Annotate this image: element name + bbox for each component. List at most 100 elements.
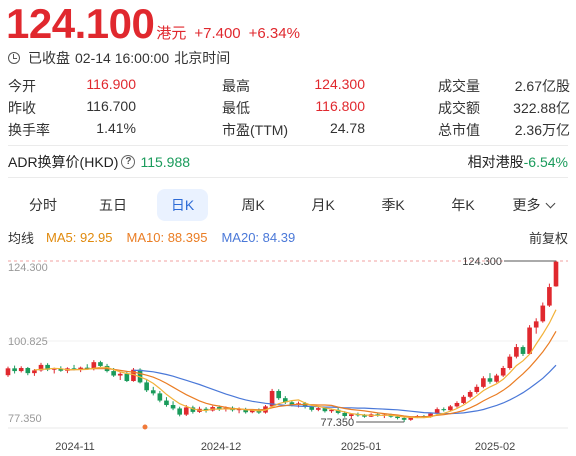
candle-body: [401, 418, 407, 420]
candle-body: [553, 261, 559, 287]
candle-body: [5, 368, 11, 376]
candle-body: [117, 373, 123, 376]
candle-body: [25, 367, 31, 374]
candle-body: [520, 347, 526, 354]
price-change: +7.400: [194, 25, 241, 42]
stat-label: 最低: [222, 100, 250, 116]
x-tick-label: 2024-11: [55, 441, 95, 453]
divider: [8, 145, 568, 146]
stat-label: 最高: [222, 78, 250, 94]
candle-body: [474, 386, 480, 392]
candle-body: [12, 368, 17, 372]
stat-label: 总市值: [438, 122, 480, 138]
tab-daily-k[interactable]: 日K: [156, 189, 209, 221]
adr-row: ADR换算价(HKD) ? 115.988 相对港股 -6.54%: [8, 152, 568, 172]
candle-body: [124, 373, 130, 382]
candle-body: [454, 402, 460, 407]
candle-body: [137, 369, 143, 383]
candle-body: [269, 390, 275, 407]
tab-five-day[interactable]: 五日: [98, 197, 127, 213]
adr-label: ADR换算价(HKD): [8, 154, 119, 170]
candle-body: [329, 409, 334, 412]
high-annotation: 124.300: [462, 256, 502, 268]
kline-chart[interactable]: 124.300 100.825 77.350 124.300 77.350 20…: [0, 250, 576, 456]
candle-body: [157, 393, 163, 401]
candle-body: [38, 364, 44, 371]
ma-legend: 均线 MA5: 92.95 MA10: 88.395 MA20: 84.39 前…: [8, 228, 568, 247]
price-change-pct: +6.34%: [248, 25, 300, 42]
relative-label: 相对港股: [467, 154, 524, 170]
tab-more[interactable]: 更多: [498, 189, 568, 221]
candle-body: [71, 368, 77, 370]
stat-value: 116.800: [315, 98, 365, 114]
status-datetime: 02-14 16:00:00: [75, 50, 170, 66]
y-tick-label: 100.825: [8, 336, 48, 348]
status-timezone: 北京时间: [174, 50, 231, 66]
tab-intraday[interactable]: 分时: [28, 197, 57, 213]
candle-body: [316, 408, 321, 410]
ma5-value: MA5: 92.95: [46, 230, 113, 245]
candle-body: [362, 415, 367, 417]
market-state: 已收盘: [28, 50, 70, 66]
candle-body: [170, 405, 176, 409]
tab-weekly-k[interactable]: 周K: [241, 197, 265, 213]
more-label: 更多: [512, 197, 541, 213]
quote-header: 124.100 港元 +7.400 +6.34%: [6, 2, 300, 46]
candle-body: [335, 409, 341, 413]
tab-monthly-k[interactable]: 月K: [311, 197, 335, 213]
candle-body: [500, 367, 506, 376]
candle-body: [203, 408, 209, 411]
candle-body: [507, 356, 513, 368]
candle-body: [18, 367, 24, 372]
candles-group: [5, 261, 559, 422]
candle-body: [190, 407, 196, 412]
candle-body: [150, 390, 156, 394]
candle-body: [395, 416, 400, 419]
candle-body: [342, 412, 348, 416]
stat-value: 24.78: [329, 120, 365, 136]
ma-title: 均线: [8, 231, 35, 246]
stat-label: 成交量: [438, 78, 480, 94]
relative-value: -6.54%: [523, 154, 568, 170]
period-tabs: 分时 五日 日K 周K 月K 季K 年K 更多: [8, 189, 568, 221]
ma10-value: MA10: 88.395: [126, 230, 208, 245]
candle-body: [45, 364, 50, 370]
stat-value: 322.88亿: [513, 100, 570, 116]
market-status: 已收盘 02-14 16:00:00 北京时间: [8, 48, 235, 68]
event-marker[interactable]: [142, 424, 148, 430]
y-tick-label: 77.350: [8, 413, 42, 425]
ma20-value: MA20: 84.39: [221, 230, 296, 245]
candle-body: [461, 396, 466, 403]
ma20-line: [133, 364, 557, 415]
candle-body: [349, 414, 354, 416]
candle-body: [51, 368, 57, 370]
stat-label: 换手率: [8, 122, 50, 138]
candle-body: [98, 362, 103, 366]
candle-body: [467, 391, 473, 397]
stat-label: 今开: [8, 78, 36, 94]
candle-body: [32, 370, 37, 374]
candle-body: [111, 371, 116, 376]
tab-quarterly-k[interactable]: 季K: [381, 197, 405, 213]
chevron-down-icon: [545, 198, 555, 208]
candle-body: [322, 408, 328, 412]
candle-body: [448, 406, 453, 411]
candle-body: [183, 407, 189, 415]
stats-row: 昨收 116.700 最低 116.800 成交额 322.88亿: [8, 97, 570, 119]
help-icon[interactable]: ?: [121, 155, 136, 169]
stat-value: 2.67亿股: [514, 78, 570, 94]
candle-body: [276, 390, 282, 399]
tab-yearly-k[interactable]: 年K: [451, 197, 475, 213]
adjust-mode[interactable]: 前复权: [528, 231, 568, 246]
candle-body: [249, 409, 255, 413]
clock-icon: [8, 52, 20, 64]
candle-body: [408, 417, 414, 420]
candle-body: [236, 409, 242, 411]
stats-grid: 今开 116.900 最高 124.300 成交量 2.67亿股 昨收 116.700 …: [8, 75, 570, 141]
candle-body: [177, 408, 182, 415]
candle-body: [282, 398, 288, 403]
ma5-line: [34, 309, 557, 419]
candle-body: [527, 327, 532, 354]
candle-body: [131, 369, 136, 382]
candle-body: [481, 378, 486, 387]
